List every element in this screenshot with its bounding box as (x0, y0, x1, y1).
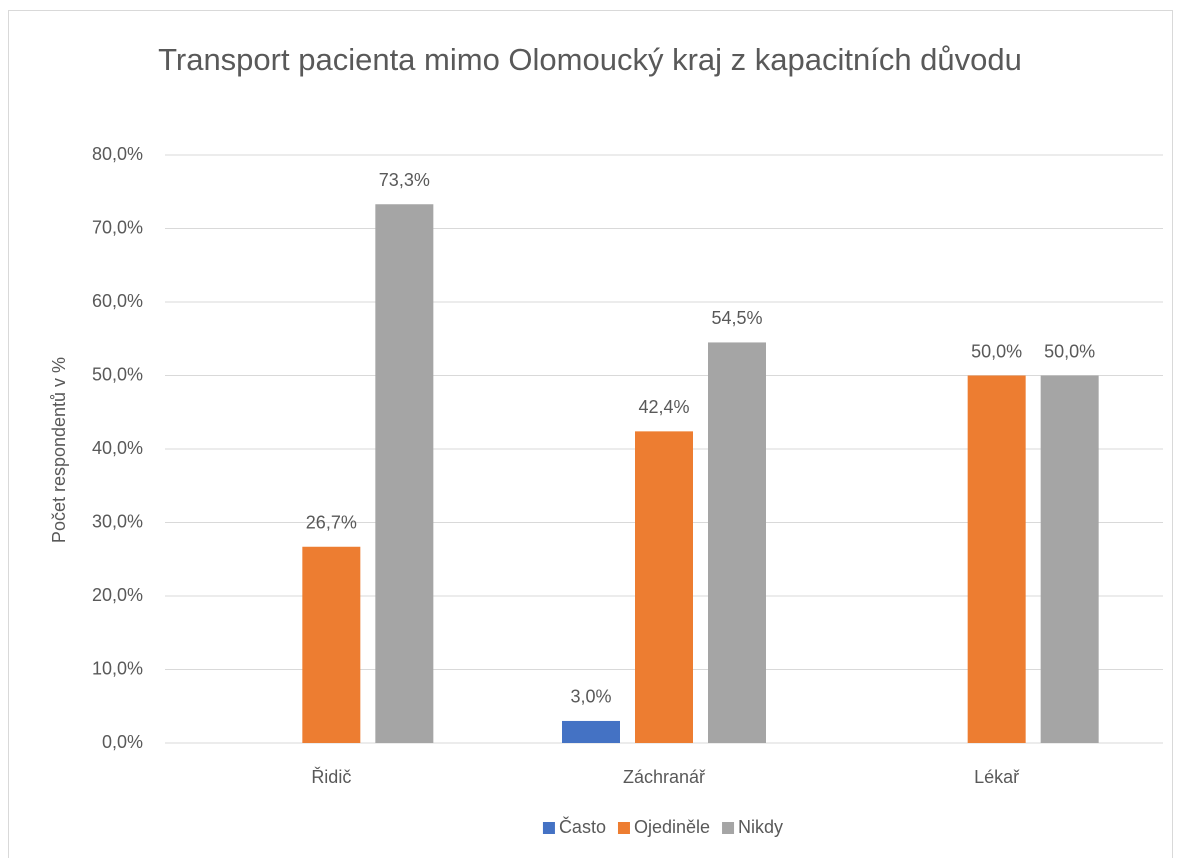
bar (1040, 375, 1099, 743)
bar (302, 546, 361, 743)
legend-label: Nikdy (738, 817, 783, 837)
y-tick-label: 40,0% (92, 438, 143, 458)
bar (562, 720, 620, 743)
x-tick-label: Řidič (311, 767, 351, 787)
data-label: 3,0% (570, 687, 611, 707)
data-label: 50,0% (1044, 341, 1095, 361)
y-tick-label: 70,0% (92, 217, 143, 237)
y-tick-label: 60,0% (92, 291, 143, 311)
data-label: 73,3% (379, 170, 430, 190)
legend-swatch (617, 822, 630, 834)
x-tick-label: Lékař (974, 767, 1020, 787)
y-tick-label: 50,0% (92, 364, 143, 384)
y-tick-label: 0,0% (102, 732, 143, 752)
legend-swatch (542, 822, 555, 834)
legend-label: Ojediněle (634, 817, 710, 837)
y-tick-label: 10,0% (92, 658, 143, 678)
legend-swatch (722, 822, 735, 834)
data-label: 54,5% (711, 308, 762, 328)
y-tick-label: 30,0% (92, 511, 143, 531)
y-tick-label: 80,0% (92, 144, 143, 164)
data-label: 42,4% (638, 397, 689, 417)
y-axis-label: Počet respondentů v % (49, 357, 69, 543)
y-tick-label: 20,0% (92, 585, 143, 605)
bar (967, 375, 1026, 743)
chart-frame (8, 10, 1173, 858)
chart-title: Transport pacienta mimo Olomoucký kraj z… (158, 42, 1022, 77)
legend-label: Často (559, 816, 606, 837)
data-label: 50,0% (971, 341, 1022, 361)
data-label: 26,7% (306, 513, 357, 533)
bar (708, 342, 766, 743)
bar (635, 431, 693, 743)
x-tick-label: Záchranář (623, 767, 706, 787)
bar (375, 204, 434, 743)
